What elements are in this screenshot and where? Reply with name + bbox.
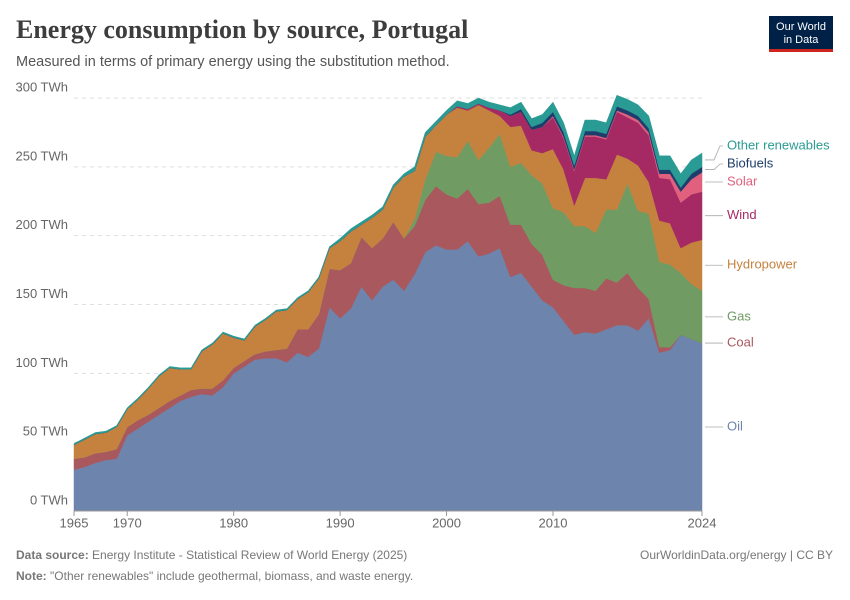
legend-connector [705,145,723,161]
note-label: Note: [16,569,47,583]
plot: 0 TWh 50 TWh 100 TWh 150 TWh 200 TWh 250 TWh 3… [15,79,830,530]
x-tick-label: 1990 [326,515,355,530]
logo-box [769,16,833,52]
area [73,94,703,446]
logo-text: Our World [776,21,826,33]
x-tick-label: 2000 [432,515,461,530]
x-tick-label: 1980 [219,515,248,530]
legend-label: Solar [727,173,758,188]
y-tick-label: 250 TWh [15,148,68,163]
x-tick-label: 2010 [539,515,568,530]
note: Note: "Other renewables" include geother… [16,569,413,583]
logo-bar [769,49,833,52]
x-tick-label: 1970 [113,515,142,530]
source: Data source: Energy Institute - Statisti… [16,548,407,562]
legend-label: Oil [727,418,743,433]
chart-title: Energy consumption by source, Portugal [16,15,468,44]
chart-subtitle: Measured in terms of primary energy usin… [16,54,450,70]
x-tick-label: 1965 [60,515,89,530]
source-label: Data source: [16,548,89,562]
y-tick-label: 50 TWh [23,424,68,439]
source-text: Energy Institute - Statistical Review of… [92,548,407,562]
legend-label: Hydropower [727,257,798,272]
y-tick-label: 150 TWh [15,286,68,301]
note-text: "Other renewables" include geothermal, b… [50,569,413,583]
legend-label: Other renewables [727,137,830,152]
y-tick-label: 200 TWh [15,217,68,232]
logo[interactable]: Our World in Data [769,16,833,52]
logo-text: in Data [784,34,820,46]
y-tick-label: 100 TWh [15,355,68,370]
legend-label: Gas [727,308,751,323]
legend-connector [705,163,723,170]
y-tick-label: 0 TWh [30,492,68,507]
legend-label: Biofuels [727,155,774,170]
x-tick-label: 2024 [688,515,717,530]
legend-label: Wind [727,207,757,222]
y-tick-label: 300 TWh [15,79,68,94]
legend-label: Coal [727,334,754,349]
source-link[interactable]: OurWorldinData.org/energy | CC BY [640,548,833,562]
